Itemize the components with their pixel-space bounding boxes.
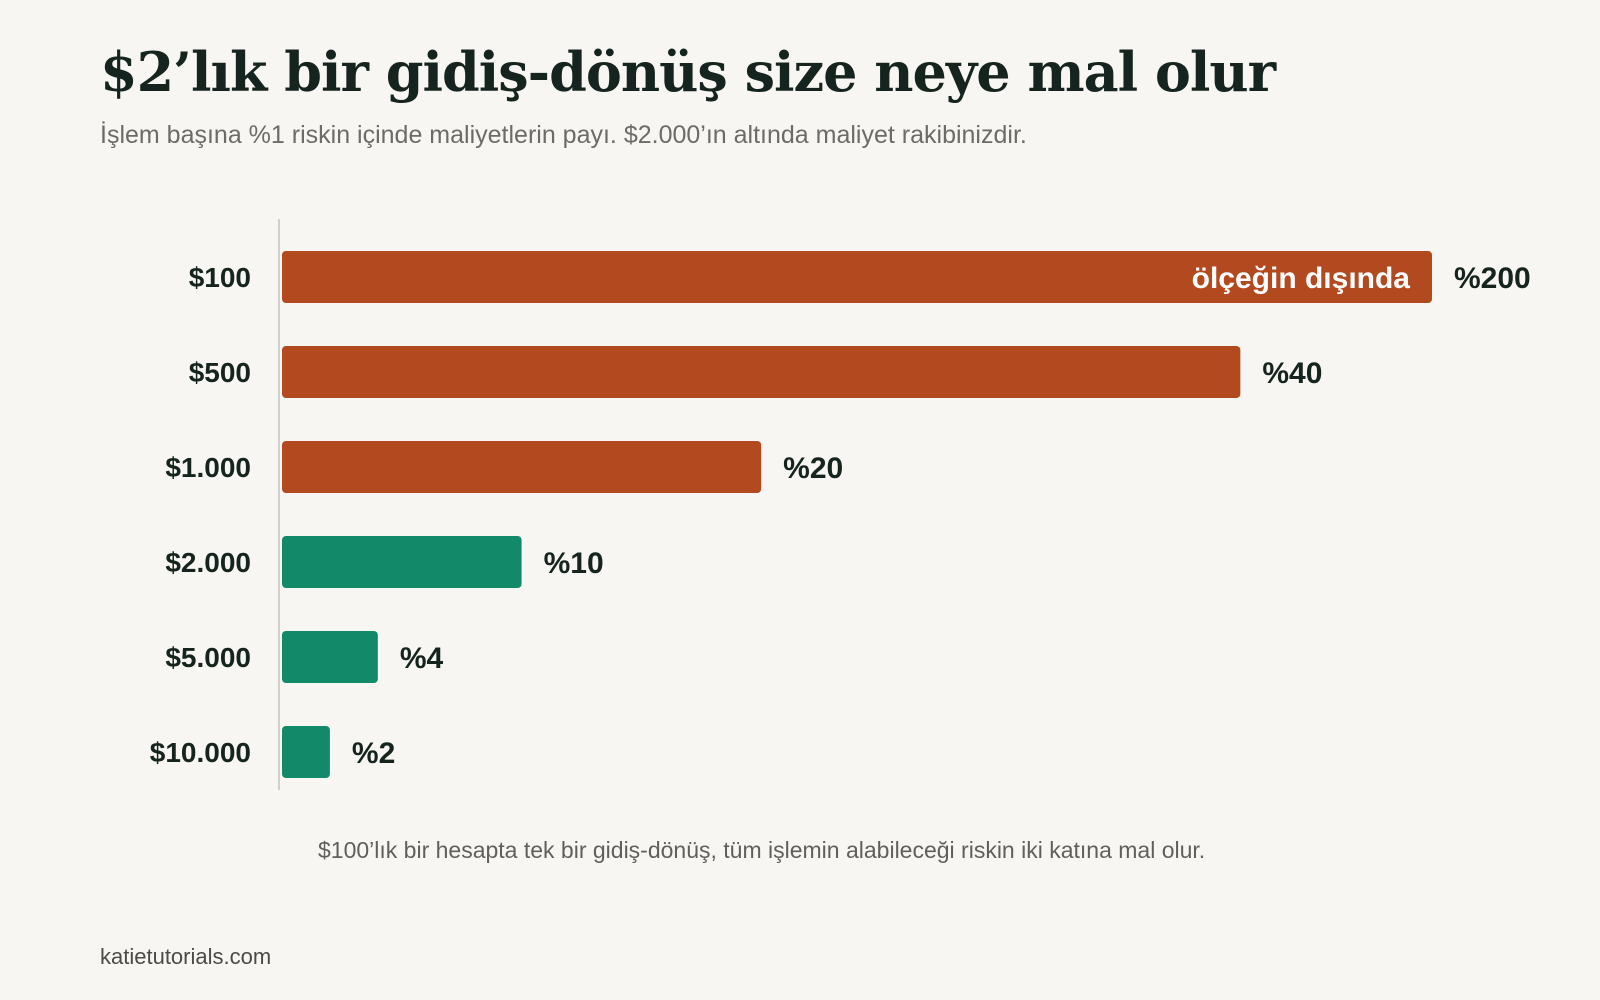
bar: [282, 726, 330, 778]
bar: [282, 631, 378, 683]
chart-title: $2’lık bir gidiş-dönüş size neye mal olu…: [100, 40, 1276, 104]
chart-subtitle: İşlem başına %1 riskin içinde maliyetler…: [100, 121, 1027, 149]
value-label: %40: [1262, 357, 1322, 390]
category-label: $5.000: [165, 642, 251, 673]
bar: [282, 346, 1241, 398]
bar: [282, 536, 522, 588]
value-label: %2: [352, 737, 395, 770]
source-credit: katietutorials.com: [100, 944, 272, 969]
category-label: $500: [189, 357, 251, 388]
bar: [282, 251, 1432, 303]
value-label: %20: [783, 452, 843, 485]
value-label: %200: [1454, 262, 1531, 295]
value-label: %4: [400, 642, 444, 675]
value-label: %10: [544, 547, 604, 580]
category-label: $10.000: [150, 737, 251, 768]
category-label: $1.000: [165, 452, 251, 483]
category-label: $2.000: [165, 547, 251, 578]
bar: [282, 441, 762, 493]
chart-annotation: $100’lık bir hesapta tek bir gidiş-dönüş…: [318, 837, 1206, 863]
bar-group: $100 ölçeğin dışında %200 $500 %40 $1.000 %20 $…: [150, 251, 1531, 778]
category-label: $100: [189, 262, 251, 293]
clipped-bar-label: ölçeğin dışında: [1192, 262, 1411, 295]
